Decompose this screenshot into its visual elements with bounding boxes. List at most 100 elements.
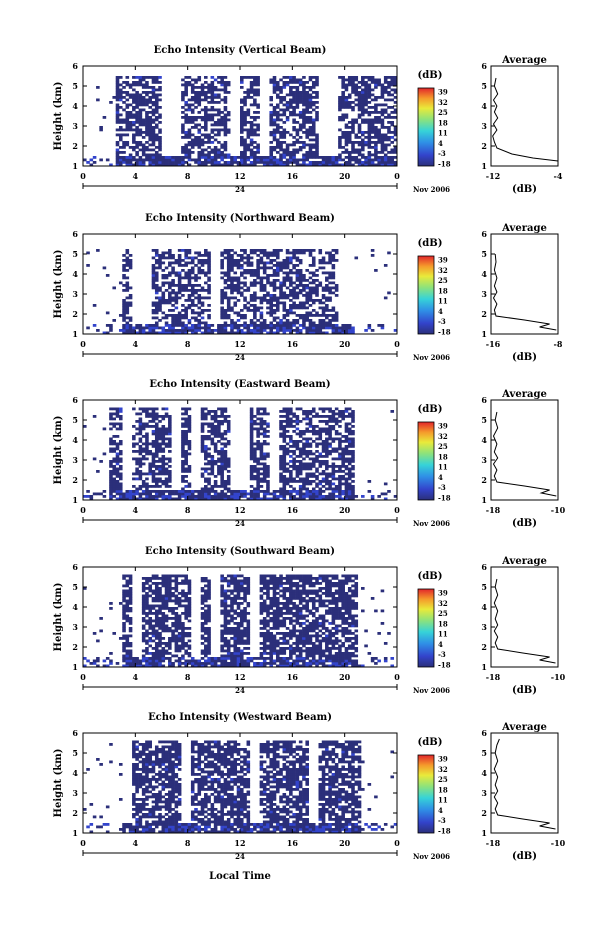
heatmap-cell	[181, 442, 185, 446]
heatmap-cell	[328, 430, 332, 433]
heatmap-cell	[148, 657, 152, 660]
heatmap-cell	[125, 659, 130, 663]
heatmap-cell	[361, 161, 365, 164]
heatmap-cell	[236, 329, 241, 332]
heatmap-cell	[259, 156, 264, 159]
heatmap-cell	[207, 261, 211, 265]
heatmap-cell	[125, 93, 130, 97]
heatmap-cell	[154, 274, 159, 277]
heatmap-cell	[207, 309, 211, 312]
heatmap-cell	[168, 432, 172, 436]
heatmap-cell	[292, 106, 296, 109]
heatmap-cell	[311, 249, 316, 252]
heatmap-cell	[161, 659, 166, 663]
heatmap-cell	[226, 111, 231, 114]
heatmap-cell	[181, 447, 185, 451]
heatmap-cell	[249, 138, 254, 142]
heatmap-cell	[370, 93, 375, 97]
heatmap-cell	[347, 495, 352, 498]
heatmap-cell	[138, 437, 143, 441]
heatmap-cell	[328, 415, 332, 418]
heatmap-cell	[361, 495, 365, 498]
heatmap-cell	[145, 577, 149, 580]
heatmap-cell	[197, 490, 202, 493]
heatmap-cell	[99, 128, 103, 132]
heatmap-cell	[282, 284, 287, 287]
heatmap-cell	[187, 281, 192, 285]
heatmap-cell	[374, 111, 378, 114]
heatmap-cell	[145, 490, 149, 493]
heatmap-cell	[256, 103, 260, 107]
heatmap-cell	[377, 495, 381, 498]
heatmap-cell	[184, 284, 188, 287]
heatmap-cell	[125, 637, 130, 640]
heatmap-cell	[298, 78, 303, 82]
x-tick-label: 16	[287, 505, 299, 515]
heatmap-cell	[315, 113, 319, 117]
heatmap-cell	[213, 425, 218, 428]
heatmap-cell	[240, 113, 244, 117]
heatmap-cell	[187, 116, 192, 119]
heatmap-cell	[184, 88, 188, 92]
heatmap-cell	[115, 415, 120, 418]
heatmap-cell	[253, 427, 257, 431]
heatmap-cell	[115, 492, 120, 496]
heatmap-cell	[298, 163, 303, 167]
heatmap-cell	[279, 78, 283, 82]
heatmap-cell	[275, 304, 280, 307]
heatmap-cell	[122, 128, 126, 132]
heatmap-cell	[370, 126, 375, 129]
heatmap-cell	[148, 450, 152, 453]
heatmap-cell	[253, 131, 257, 134]
heatmap-cell	[262, 321, 267, 325]
heatmap-cell	[190, 146, 195, 149]
heatmap-cell	[282, 261, 287, 265]
heatmap-cell	[351, 141, 355, 144]
heatmap-cell	[138, 425, 143, 428]
heatmap-cell	[243, 271, 247, 275]
heatmap-cell	[168, 470, 172, 473]
heatmap-cell	[249, 455, 254, 458]
heatmap-cell	[184, 103, 188, 107]
heatmap-cell	[135, 462, 139, 466]
heatmap-cell	[259, 301, 264, 305]
heatmap-cell	[279, 329, 283, 332]
heatmap-cell	[298, 452, 303, 456]
heatmap-cell	[118, 460, 123, 463]
heatmap-cell	[171, 304, 175, 307]
heatmap-cell	[138, 83, 143, 87]
heatmap-cell	[89, 158, 94, 162]
heatmap-cell	[305, 495, 309, 498]
heatmap-cell	[109, 602, 113, 605]
heatmap-cell	[154, 276, 159, 280]
heatmap-cell	[154, 289, 159, 292]
heatmap-cell	[341, 103, 345, 107]
heatmap-cell	[184, 462, 188, 466]
heatmap-cell	[374, 151, 378, 154]
heatmap-cell	[128, 121, 133, 124]
heatmap-cell	[256, 266, 260, 270]
heatmap-cell	[164, 301, 169, 305]
heatmap-cell	[256, 148, 260, 152]
heatmap-cell	[298, 485, 303, 488]
heatmap-cell	[347, 121, 352, 124]
heatmap-cell	[151, 445, 156, 448]
heatmap-cell	[351, 455, 355, 458]
heatmap-cell	[341, 81, 345, 84]
heatmap-cell	[249, 425, 254, 428]
heatmap-cell	[243, 326, 247, 330]
heatmap-cell	[256, 158, 260, 162]
heatmap-cell	[334, 259, 339, 262]
heatmap-cell	[207, 410, 211, 413]
avg-x-tick-label: -18	[486, 505, 501, 515]
heatmap-cell	[158, 306, 162, 310]
heatmap-cell	[161, 331, 166, 335]
heatmap-cell	[223, 271, 228, 275]
heatmap-cell	[305, 96, 309, 99]
heatmap-cell	[351, 452, 355, 456]
heatmap-cell	[357, 103, 362, 107]
heatmap-cell	[262, 251, 267, 255]
heatmap-cell	[164, 329, 169, 332]
heatmap-cell	[308, 161, 313, 164]
heatmap-cell	[161, 442, 166, 446]
